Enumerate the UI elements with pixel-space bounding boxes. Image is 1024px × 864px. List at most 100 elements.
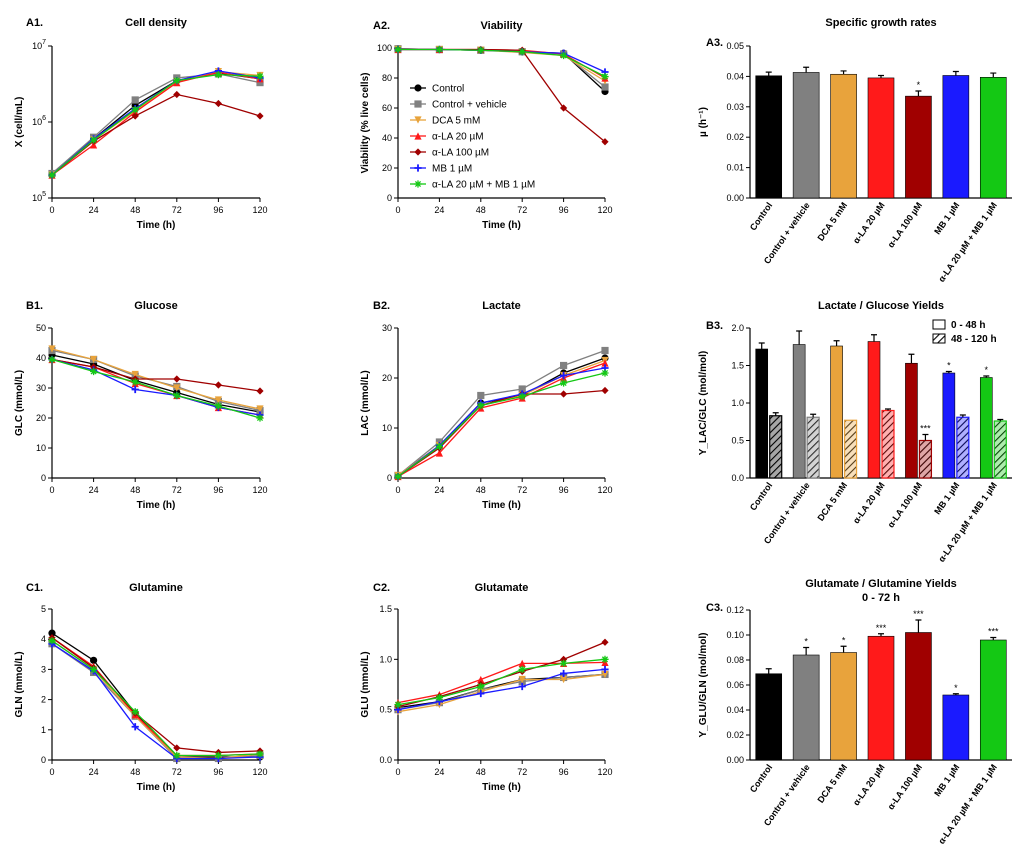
error-bar <box>803 646 810 655</box>
series-line <box>398 48 606 79</box>
bar <box>942 75 970 199</box>
bar-tint <box>919 440 932 478</box>
data-point <box>601 386 609 395</box>
legend-label: DCA 5 mM <box>432 116 480 127</box>
error-bar <box>952 70 959 76</box>
y-axis-label: LAC (mmol/L) <box>360 370 371 436</box>
y-axis-label: Y_LAC/GLC (mol/mol) <box>698 351 709 455</box>
significance-label: * <box>985 365 989 375</box>
bar <box>830 345 843 479</box>
x-tick-label: 48 <box>130 485 140 495</box>
legend-marker <box>414 180 422 188</box>
data-point <box>256 405 264 413</box>
legend-label: 0 - 48 h <box>951 320 985 331</box>
x-tick-label: 120 <box>597 485 612 495</box>
series-line <box>51 71 261 176</box>
data-point <box>601 638 609 646</box>
data-point <box>173 375 181 383</box>
panel-label: B1. <box>26 300 43 312</box>
error-bar <box>885 408 891 411</box>
category-label: α-LA 20 µM <box>851 200 887 245</box>
data-point <box>560 669 568 678</box>
x-tick-label: 120 <box>597 205 612 215</box>
x-tick-label: 24 <box>434 485 444 495</box>
data-point <box>90 367 98 376</box>
y-tick-label: 1.0 <box>731 398 744 408</box>
data-point <box>435 449 443 457</box>
y-axis-label: X (cell/mL) <box>14 97 25 148</box>
significance-label: * <box>954 683 958 693</box>
y-axis-label: GLU (mmol/L) <box>360 651 371 717</box>
chart-subtitle: 0 - 72 h <box>862 592 900 604</box>
significance-label: * <box>842 635 846 645</box>
line-chart-c2: C2. Glutamate 0 24 48 72 96 120 0.0 0.5 1.0 1.5 Time… <box>360 582 613 793</box>
x-tick-label: 72 <box>172 485 182 495</box>
y-tick-label: 4 <box>41 634 46 644</box>
y-tick-label: 0.05 <box>726 41 744 51</box>
line-chart-b2: B2. Lactate 0 24 48 72 96 120 0 10 20 30 Time (h) LAC… <box>360 300 613 511</box>
y-tick-label: 30 <box>382 323 392 333</box>
x-tick-label: 0 <box>395 205 400 215</box>
bar-chart-c3: C3. Glutamate / Glutamine Yields 0 - 72 h 0… <box>698 578 1012 846</box>
chart-title: Glutamate <box>475 582 529 594</box>
y-tick-label: 3 <box>41 664 46 674</box>
data-point <box>131 723 139 731</box>
category-label: MB 1 µM <box>932 762 961 798</box>
chart-title: Specific growth rates <box>825 17 936 29</box>
bar-chart-b3: B3. Lactate / Glucose Yields 0.0 0.5 1.0 1.5 2… <box>698 300 1012 564</box>
chart-title: Glutamine <box>129 582 183 594</box>
series-line <box>51 72 261 175</box>
y-axis-label: Y_GLU/GLN (mol/mol) <box>698 633 709 738</box>
series-line <box>51 93 261 176</box>
data-point <box>214 751 222 760</box>
bar <box>755 75 783 199</box>
data-point <box>518 665 526 673</box>
data-point <box>173 77 181 85</box>
y-tick-label: 0 <box>387 473 392 483</box>
bar-tint <box>769 415 782 478</box>
series-line <box>398 48 606 82</box>
x-tick-label: 48 <box>130 205 140 215</box>
legend: Control Control + vehicle DCA 5 mM α-LA 20 … <box>410 84 535 191</box>
panel-label: A2. <box>373 20 390 32</box>
x-tick-label: 48 <box>130 767 140 777</box>
data-point <box>131 112 139 120</box>
series-line <box>398 48 606 78</box>
x-tick-label: 120 <box>252 767 267 777</box>
chart-title: Cell density <box>125 17 188 29</box>
y-tick-label: 0.5 <box>731 436 744 446</box>
x-tick-label: 72 <box>172 205 182 215</box>
data-point <box>435 442 443 451</box>
series-line <box>51 70 261 176</box>
x-tick-label: 48 <box>476 485 486 495</box>
data-point <box>394 472 402 481</box>
data-point <box>518 659 526 667</box>
data-point <box>214 381 222 389</box>
data-point <box>477 682 485 691</box>
data-point <box>518 48 526 56</box>
bar <box>979 77 1007 199</box>
error-bar <box>922 433 929 441</box>
data-point <box>256 750 264 758</box>
bar <box>942 694 970 761</box>
category-label: Control <box>748 480 775 512</box>
chart-title: Viability <box>481 20 524 32</box>
series-line <box>51 358 261 392</box>
panel-label: C3. <box>706 602 723 614</box>
series-line <box>397 48 606 88</box>
x-axis-label: Time (h) <box>482 782 521 793</box>
y-tick-label: 0.03 <box>726 102 744 112</box>
bar <box>755 673 783 761</box>
y-tick-label: 0 <box>41 755 46 765</box>
significance-label: *** <box>876 623 887 633</box>
series-line <box>51 358 261 416</box>
y-tick-label: 0.00 <box>726 755 744 765</box>
x-tick-label: 24 <box>89 205 99 215</box>
legend-swatch <box>932 333 946 344</box>
bar <box>905 95 932 199</box>
y-tick-label: 80 <box>382 73 392 83</box>
category-label: α-LA 20 µM <box>851 480 887 525</box>
error-bar <box>878 633 884 637</box>
data-point <box>173 90 181 99</box>
x-tick-label: 96 <box>213 205 223 215</box>
